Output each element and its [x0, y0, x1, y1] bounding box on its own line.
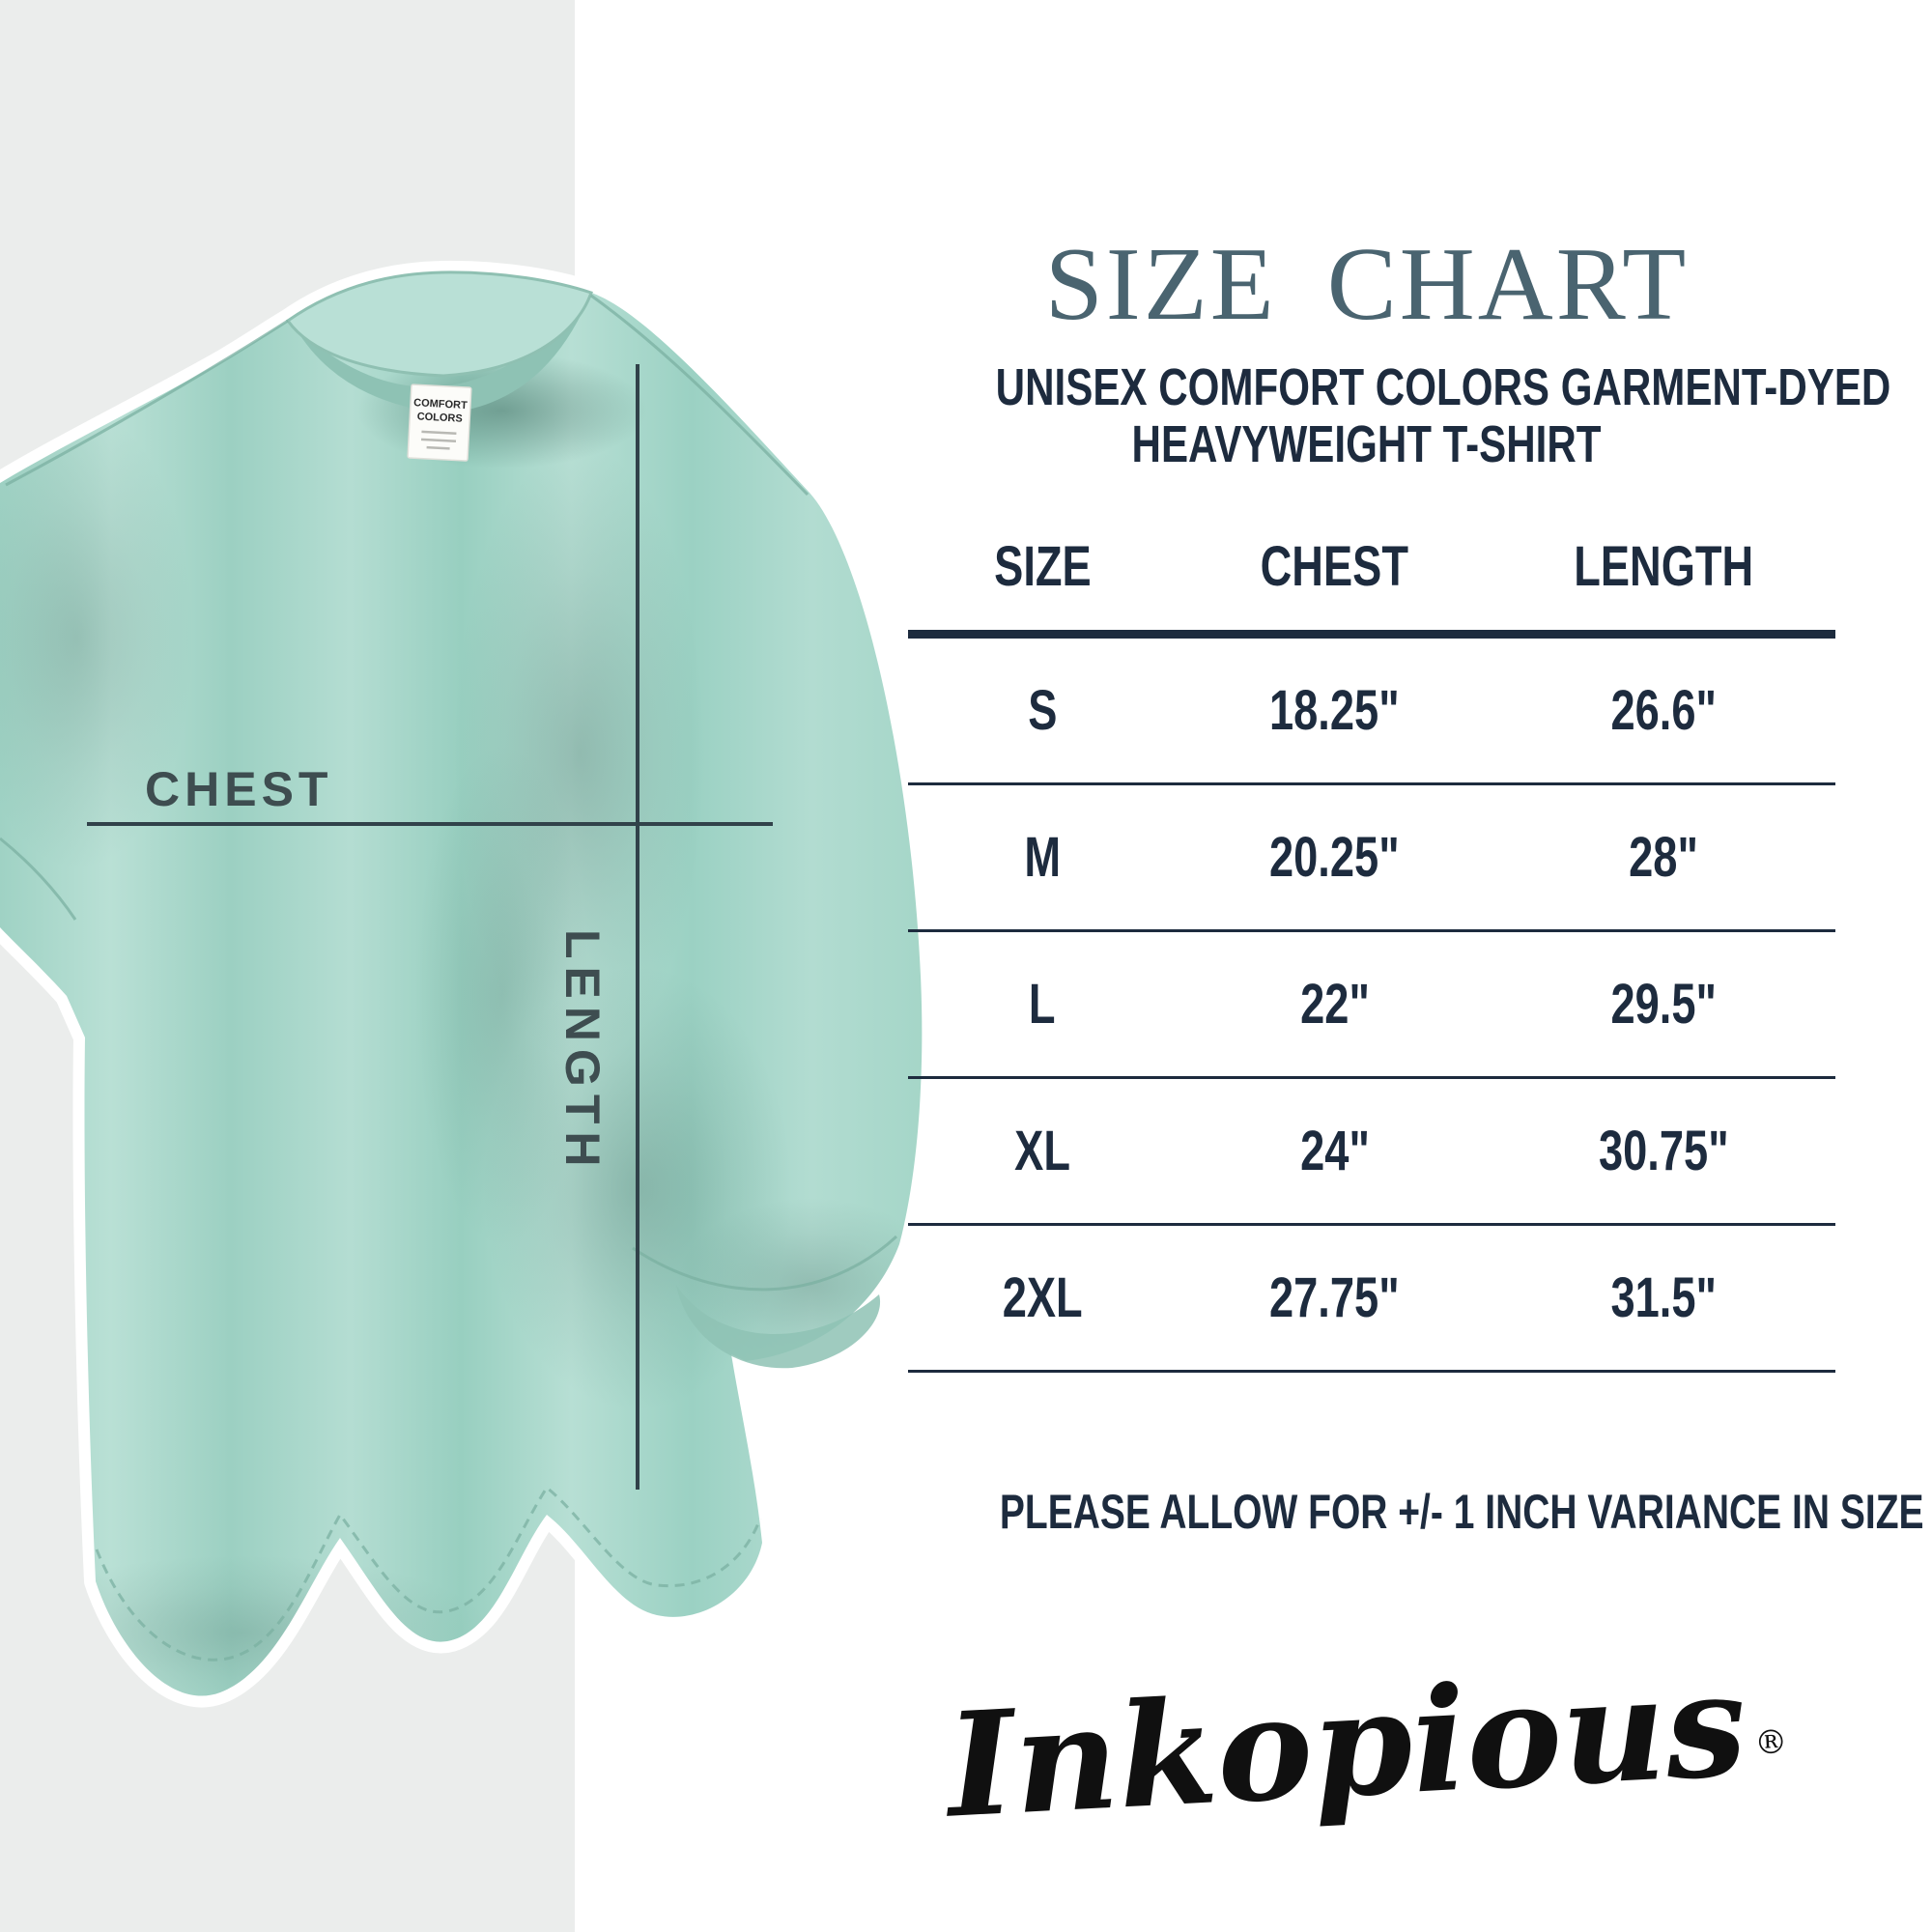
- length-value: 28": [1629, 826, 1699, 889]
- column-header-chest: CHEST: [1260, 535, 1409, 598]
- length-value: 29.5": [1610, 973, 1718, 1036]
- sleeve-cuff-roll: [676, 1285, 881, 1369]
- chest-measure-line: [87, 822, 773, 826]
- chest-value: 20.25": [1269, 826, 1400, 889]
- seam-stitching: [0, 294, 898, 1662]
- chest-measure-label: CHEST: [145, 762, 333, 816]
- size-value: 2XL: [1002, 1266, 1083, 1329]
- table-row: XL 24" 30.75": [908, 1079, 1835, 1226]
- size-table: SIZE CHEST LENGTH S 18.25" 26.6" M 20.25…: [908, 526, 1835, 1373]
- page-title: SIZE CHART: [1044, 227, 1690, 342]
- neck-tag-brand-line2: COLORS: [416, 411, 463, 424]
- size-variance-note: PLEASE ALLOW FOR +/- 1 INCH VARIANCE IN …: [999, 1485, 1924, 1539]
- length-value: 31.5": [1610, 1266, 1718, 1329]
- product-subtitle: UNISEX COMFORT COLORS GARMENT-DYED HEAVY…: [869, 358, 1891, 474]
- size-value: XL: [1014, 1120, 1071, 1182]
- size-table-header: SIZE CHEST LENGTH: [908, 526, 1835, 639]
- length-measure-line: [636, 364, 639, 1490]
- size-value: S: [1028, 679, 1058, 742]
- brand-logo-text: Inkopious: [943, 1639, 1750, 1850]
- chest-value: 18.25": [1269, 679, 1400, 742]
- column-header-length: LENGTH: [1574, 535, 1754, 598]
- registered-trademark-icon: ®: [1753, 1722, 1789, 1763]
- subtitle-line-2: HEAVYWEIGHT T-SHIRT: [1132, 415, 1602, 474]
- size-value: L: [1029, 973, 1057, 1036]
- collar-inside-back: [295, 301, 587, 413]
- neck-tag-brand-line1: COMFORT: [413, 397, 468, 412]
- table-row: S 18.25" 26.6": [908, 639, 1835, 785]
- table-row: M 20.25" 28": [908, 785, 1835, 932]
- column-header-size: SIZE: [993, 535, 1092, 598]
- size-chart-panel: SIZE CHART UNISEX COMFORT COLORS GARMENT…: [866, 0, 1924, 1932]
- brand-logo: Inkopious ®: [866, 1639, 1867, 1850]
- neck-tag: COMFORT COLORS: [407, 384, 472, 462]
- length-value: 26.6": [1610, 679, 1718, 742]
- table-row: 2XL 27.75" 31.5": [908, 1226, 1835, 1373]
- table-row: L 22" 29.5": [908, 932, 1835, 1079]
- chest-value: 24": [1299, 1120, 1370, 1182]
- size-value: M: [1024, 826, 1062, 889]
- length-measure-label: LENGTH: [555, 929, 610, 1175]
- chest-value: 27.75": [1269, 1266, 1400, 1329]
- subtitle-line-1: UNISEX COMFORT COLORS GARMENT-DYED: [995, 358, 1891, 416]
- length-value: 30.75": [1599, 1120, 1729, 1182]
- tshirt-photo: COMFORT COLORS: [0, 270, 923, 1696]
- chest-value: 22": [1299, 973, 1370, 1036]
- collar-band: [285, 270, 593, 378]
